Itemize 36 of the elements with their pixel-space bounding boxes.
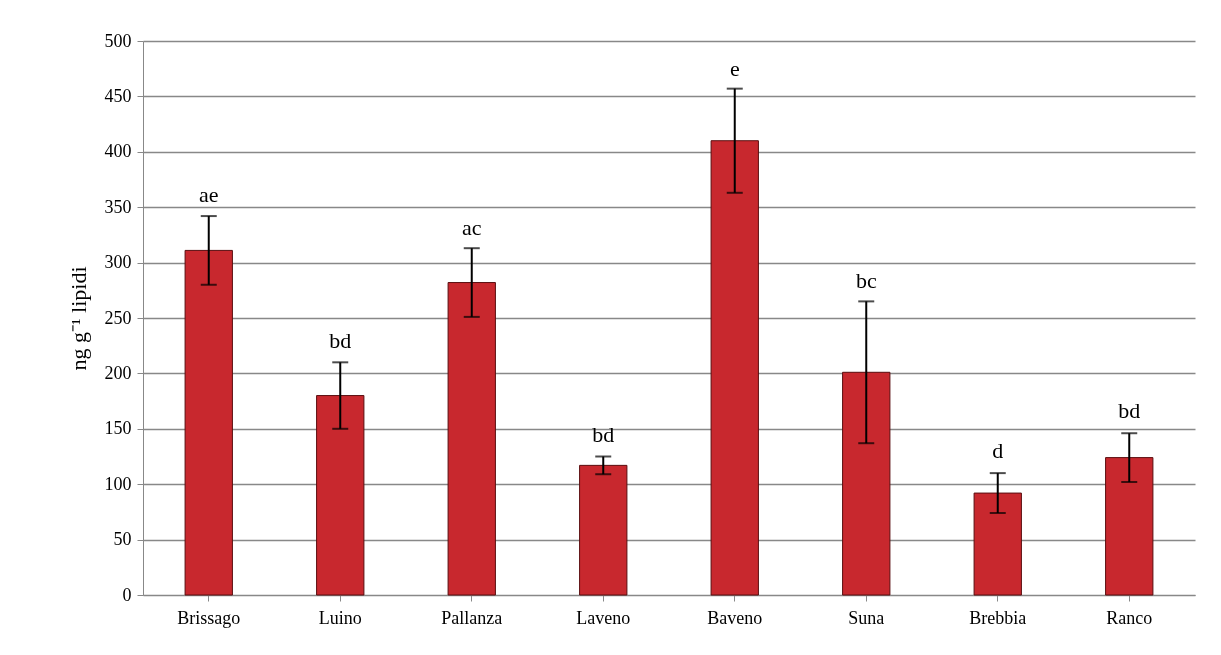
bar [710, 140, 759, 596]
y-tick-label: 500 [104, 30, 132, 51]
annotation: bc [855, 268, 877, 294]
y-tick-label: 350 [104, 196, 132, 217]
y-tick-label: 450 [104, 85, 132, 106]
y-tick-label: 250 [104, 307, 132, 328]
x-tick-label: Pallanza [441, 607, 503, 628]
y-tick-label: 0 [122, 584, 132, 605]
bar [1105, 457, 1154, 596]
bar [447, 282, 496, 596]
x-tick-label: Laveno [576, 607, 631, 628]
annotation: d [992, 437, 1004, 463]
annotation: bd [329, 328, 352, 354]
x-tick-label: Suna [848, 607, 885, 628]
y-tick-label: 50 [113, 529, 132, 550]
y-tick-label: 150 [104, 418, 132, 439]
bar [842, 371, 891, 596]
y-axis-title: ng g⁻¹ lipidi [65, 266, 91, 371]
x-tick-label: Baveno [707, 607, 763, 628]
y-tick-label: 100 [104, 473, 132, 494]
y-tick-label: 400 [104, 141, 132, 162]
annotation: ac [461, 215, 482, 241]
annotation: bd [1118, 398, 1141, 424]
bar [184, 249, 233, 596]
x-tick-label: Brissago [177, 607, 241, 628]
x-tick-label: Luino [318, 607, 362, 628]
annotation: e [729, 55, 740, 81]
annotation: ae [198, 181, 219, 207]
x-tick-label: Brebbia [969, 607, 1027, 628]
x-tick-label: Ranco [1106, 607, 1153, 628]
annotation: bd [592, 422, 615, 448]
bar [973, 492, 1022, 596]
bar [579, 464, 628, 596]
bar [316, 395, 365, 596]
y-tick-label: 300 [104, 252, 132, 273]
y-tick-label: 200 [104, 362, 132, 383]
